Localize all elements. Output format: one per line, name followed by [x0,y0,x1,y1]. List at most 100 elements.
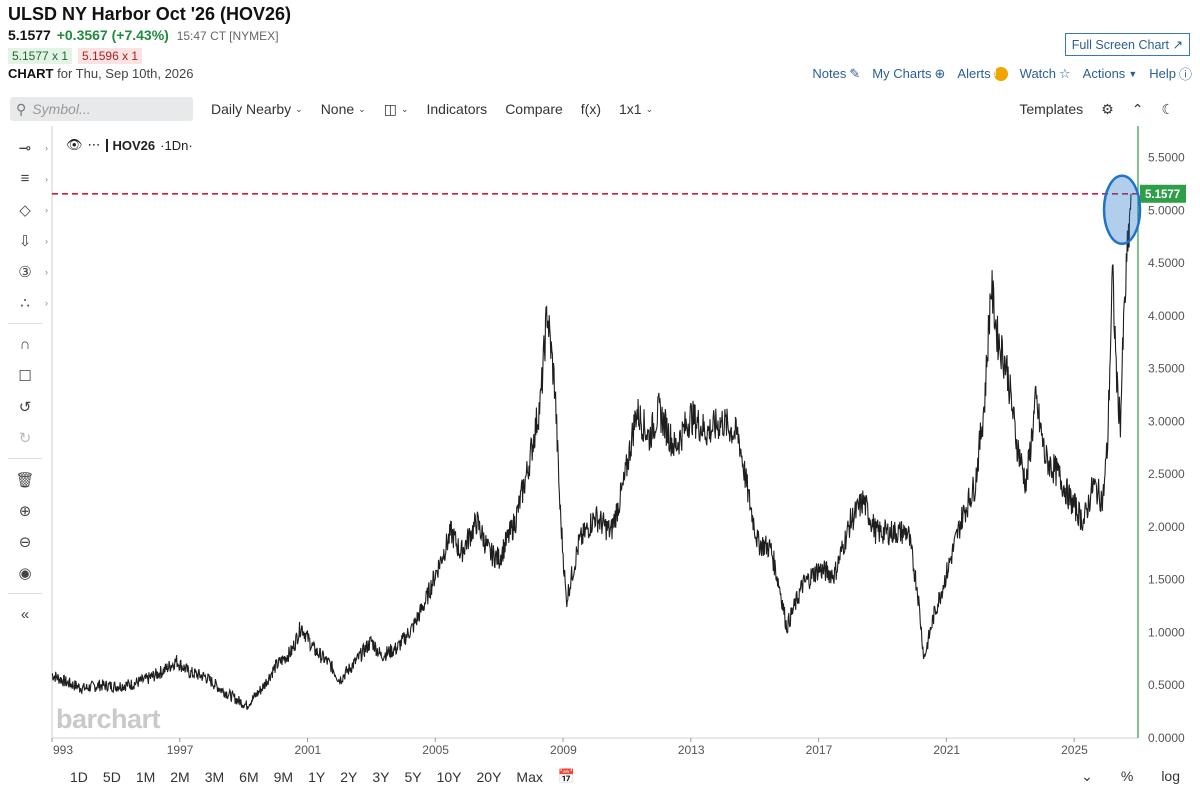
period-dropdown[interactable]: Daily Nearby ⌄ [211,101,303,117]
collapse-down-icon[interactable]: ⌄ [1081,768,1093,784]
trash-icon[interactable]: 🗑 [15,471,35,489]
search-icon: ⚲ [16,100,27,117]
last-price: 5.1577 [8,27,51,43]
gear-icon[interactable]: ⚙ [1101,100,1114,117]
legend-bar [105,138,108,152]
function-button[interactable]: f(x) [580,101,601,117]
star-icon: ☆ [1059,65,1071,81]
undo-icon[interactable]: ↺ [18,398,32,416]
rail-divider [8,458,42,459]
chart-legend: 👁 ⋯ HOV26 ·1Dn· [66,137,193,153]
layout-dropdown[interactable]: 1x1 ⌄ [619,101,653,117]
price-series-line [51,193,1132,711]
overlay-label: None [320,101,355,117]
range-20y[interactable]: 20Y [476,768,502,785]
help-icon: ⓘ [1178,67,1192,82]
x-tick-label: 1997 [167,743,194,757]
layout-label: 1x1 [619,101,642,117]
highlight-ellipse [1102,174,1142,246]
price-change: +0.3567 (+7.43%) [56,27,169,43]
chart-toolbar: ⚲ Symbol... Daily Nearby ⌄ None ⌄ ◫ ⌄ Indic… [10,94,1190,124]
x-tick-label: 2009 [550,743,577,757]
chevron-down-icon: ⌄ [400,103,409,114]
y-tick-label: 4.0000 [1148,309,1185,323]
notes-link[interactable]: Notes ✎ [812,66,860,82]
candlestick-icon: ◫ [383,100,397,117]
indicators-button[interactable]: Indicators [426,101,488,117]
range-2m[interactable]: 2M [170,768,190,785]
more-icon[interactable]: ⋯ [87,137,101,152]
rail-divider [8,323,42,324]
range-1m[interactable]: 1M [135,768,156,785]
measure-tool-icon[interactable]: ∴ › [20,294,48,312]
help-link[interactable]: Help ⓘ [1149,64,1192,83]
collapse-icon[interactable]: ⌃ [1131,100,1144,117]
calendar-icon[interactable]: 📅 [557,768,576,784]
templates-button[interactable]: Templates [1019,101,1084,117]
unlock-icon[interactable]: ☐ [18,367,32,385]
bid-value: 5.1577 x 1 [8,48,73,64]
full-screen-label: Full Screen Chart [1071,38,1170,52]
symbol-search-input[interactable]: ⚲ Symbol... [10,97,193,121]
my-charts-link[interactable]: My Charts ⊕ [872,66,945,82]
chart-type-dropdown[interactable]: ◫ ⌄ [384,101,409,118]
range-1d[interactable]: 1D [70,768,88,785]
range-3y[interactable]: 3Y [372,768,390,785]
alerts-link[interactable]: Alerts! [957,66,1008,81]
barchart-logo: barchart [56,704,161,734]
range-1y[interactable]: 1Y [308,768,326,785]
zoom-out-icon[interactable]: ⊖ [18,533,32,551]
y-tick-label: 5.0000 [1148,203,1185,217]
collapse-rail-icon[interactable]: « [20,606,30,623]
chart-for-date: for Thu, Sep 10th, 2026 [57,66,194,81]
range-9m[interactable]: 9M [273,768,294,785]
plot-area: 5.5000 5.0000 4.5000 4.0000 3.5000 3.0000 2.50… [51,126,1186,757]
price-chart[interactable]: 5.5000 5.0000 4.5000 4.0000 3.5000 3.0000 2.50… [50,126,1200,766]
overlay-dropdown[interactable]: None ⌄ [321,101,366,117]
notes-label: Notes [812,66,847,81]
line-tool-icon[interactable]: ⊸ › [18,139,48,157]
magnet-icon[interactable]: ∩ [19,336,31,353]
shape-tool-icon[interactable]: ◇ › [19,201,48,219]
quote-line: 5.1577 +0.3567 (+7.43%) 15:47 CT [NYMEX] [8,27,279,43]
range-10y[interactable]: 10Y [436,768,462,785]
y-tick-label: 1.0000 [1148,625,1185,639]
eye-icon[interactable]: ◉ [18,564,32,582]
scale-options: ⌄ % log [1081,768,1180,785]
range-6m[interactable]: 6M [239,768,259,785]
redo-icon[interactable]: ↻ [18,429,32,447]
dark-mode-icon[interactable]: ☾ [1161,100,1174,117]
range-max[interactable]: Max [516,768,543,785]
arrow-tool-icon[interactable]: ⇩ › [18,232,48,250]
full-screen-chart-button[interactable]: Full Screen Chart ↗ [1064,33,1190,56]
zoom-in-icon[interactable]: ⊕ [18,502,32,520]
count-tool-icon[interactable]: ③ › [18,263,48,281]
percent-toggle[interactable]: % [1120,768,1134,784]
range-2y[interactable]: 2Y [340,768,358,785]
edit-icon: ✎ [849,65,861,81]
actions-label: Actions [1082,66,1126,81]
range-5d[interactable]: 5D [102,768,121,785]
eye-icon[interactable]: 👁 [66,137,83,152]
plus-circle-icon: ⊕ [934,65,946,81]
legend-symbol: HOV26 [112,137,156,153]
y-tick-label: 0.0000 [1148,731,1185,745]
x-tick-label: 993 [53,743,73,757]
log-toggle[interactable]: log [1161,768,1180,784]
chart-date: CHART for Thu, Sep 10th, 2026 [8,66,194,81]
help-label: Help [1149,66,1176,81]
compare-button[interactable]: Compare [505,101,563,117]
chevron-down-icon: ⌄ [295,103,303,114]
y-tick-label: 5.5000 [1148,151,1185,165]
range-3m[interactable]: 3M [204,768,225,785]
rail-divider [8,593,42,594]
caret-down-icon: ▼ [1128,68,1138,79]
fib-tool-icon[interactable]: ≡ › [20,170,48,187]
y-tick-label: 2.5000 [1148,467,1185,481]
x-tick-label: 2013 [678,743,705,757]
alerts-label: Alerts [957,66,991,81]
watch-link[interactable]: Watch ☆ [1020,66,1071,82]
actions-menu[interactable]: Actions ▼ [1083,66,1138,81]
range-5y[interactable]: 5Y [404,768,422,785]
y-tick-label: 1.5000 [1148,573,1185,587]
